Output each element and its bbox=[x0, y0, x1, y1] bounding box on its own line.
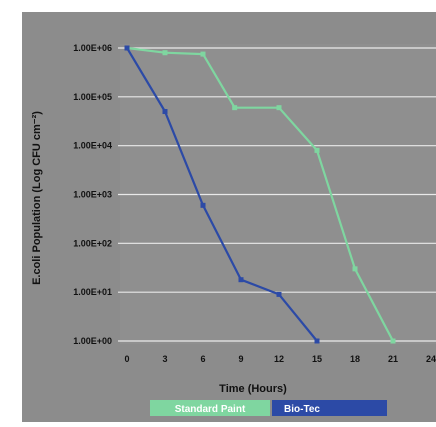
x-tick-label: 3 bbox=[162, 354, 167, 364]
y-tick-label: 1.00E+05 bbox=[73, 92, 112, 102]
y-tick-label: 1.00E+06 bbox=[73, 43, 112, 53]
legend-label-bio-tec: Bio-Tec bbox=[284, 404, 320, 415]
data-point-bio-tec bbox=[314, 338, 320, 344]
series-line-standard-paint bbox=[126, 46, 394, 342]
y-tick-label: 1.00E+00 bbox=[73, 336, 112, 346]
data-point-bio-tec bbox=[276, 291, 282, 297]
legend: Standard Paint Bio-Tec bbox=[150, 400, 387, 416]
x-tick-label: 21 bbox=[388, 354, 398, 364]
data-point-bio-tec bbox=[238, 277, 244, 283]
y-axis-title: E.coli Population (Log CFU cm⁻²) bbox=[31, 111, 43, 285]
data-point-standard-paint bbox=[162, 50, 168, 56]
x-tick-label: 0 bbox=[124, 354, 129, 364]
y-tick-label: 1.00E+03 bbox=[73, 190, 112, 200]
x-tick-label: 12 bbox=[274, 354, 284, 364]
y-tick-labels: 1.00E+06 1.00E+05 1.00E+04 1.00E+03 1.00E+02… bbox=[73, 43, 112, 346]
legend-swatch-standard-paint bbox=[150, 400, 270, 416]
x-tick-label: 18 bbox=[350, 354, 360, 364]
data-point-standard-paint bbox=[232, 105, 238, 111]
data-point-bio-tec bbox=[124, 45, 130, 51]
x-tick-label: 15 bbox=[312, 354, 322, 364]
y-tick-label: 1.00E+04 bbox=[73, 141, 112, 151]
legend-swatch-bio-tec bbox=[272, 400, 387, 416]
data-point-bio-tec bbox=[200, 202, 206, 208]
y-tick-label: 1.00E+02 bbox=[73, 238, 112, 248]
data-point-standard-paint bbox=[200, 51, 206, 57]
series-line-bio-tec bbox=[126, 47, 318, 342]
x-axis-title: Time (Hours) bbox=[219, 383, 287, 395]
x-tick-labels: 0 3 6 9 12 15 18 21 24 bbox=[124, 354, 436, 364]
data-point-standard-paint bbox=[314, 147, 320, 153]
legend-label-standard-paint: Standard Paint bbox=[175, 404, 246, 415]
data-point-standard-paint bbox=[276, 105, 282, 111]
x-tick-label: 6 bbox=[200, 354, 205, 364]
series-layer bbox=[124, 45, 396, 344]
y-tick-label: 1.00E+01 bbox=[73, 287, 112, 297]
data-point-standard-paint bbox=[390, 338, 396, 344]
data-point-bio-tec bbox=[162, 109, 168, 115]
x-tick-label: 9 bbox=[238, 354, 243, 364]
x-tick-label: 24 bbox=[426, 354, 436, 364]
data-point-standard-paint bbox=[352, 266, 358, 272]
grid-layer bbox=[118, 47, 436, 342]
